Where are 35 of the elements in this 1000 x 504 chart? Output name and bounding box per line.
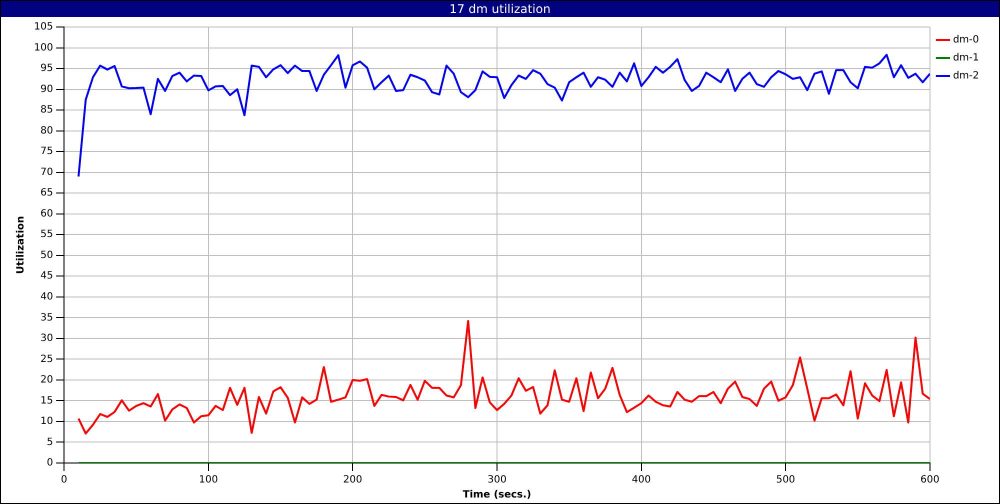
x-tick-label: 600	[920, 474, 940, 486]
y-tick-label: 15	[40, 395, 54, 406]
x-tick-label: 100	[198, 474, 218, 486]
y-tick-label: 25	[40, 354, 54, 365]
y-tick-label: 5	[46, 436, 54, 448]
y-tick-label: 95	[40, 63, 54, 74]
y-tick-label: 60	[40, 208, 54, 220]
legend-label: dm-0	[952, 34, 980, 46]
y-tick-label: 105	[34, 22, 54, 33]
y-tick-label: 85	[40, 104, 54, 116]
y-tick-label: 10	[40, 416, 54, 428]
y-tick-label: 30	[40, 333, 54, 344]
y-tick-label: 50	[40, 250, 54, 261]
x-tick-label: 400	[632, 474, 651, 486]
legend-label: dm-2	[952, 70, 980, 82]
y-tick-label: 75	[40, 146, 54, 158]
x-tick-label: 300	[487, 474, 507, 486]
x-tick-label: 200	[343, 474, 362, 486]
y-tick-label: 45	[40, 270, 54, 282]
y-tick-label: 40	[40, 292, 54, 302]
y-tick-label: 55	[40, 229, 54, 240]
y-tick-label: 35	[40, 312, 54, 324]
legend-label: dm-1	[952, 52, 980, 64]
x-tick-label: 500	[776, 474, 796, 486]
x-axis-title: Time (secs.)	[462, 490, 532, 501]
y-tick-label: 80	[40, 125, 54, 136]
y-tick-label: 100	[34, 42, 54, 54]
y-tick-label: 70	[40, 166, 54, 178]
y-tick-label: 65	[40, 188, 54, 199]
y-axis-title: Utilization	[16, 216, 27, 274]
y-tick-label: 20	[40, 374, 54, 386]
y-tick-label: 0	[46, 458, 54, 469]
x-tick-label: 0	[60, 474, 68, 486]
chart-title: 17 dm utilization	[1, 1, 999, 17]
y-tick-label: 90	[40, 84, 54, 95]
